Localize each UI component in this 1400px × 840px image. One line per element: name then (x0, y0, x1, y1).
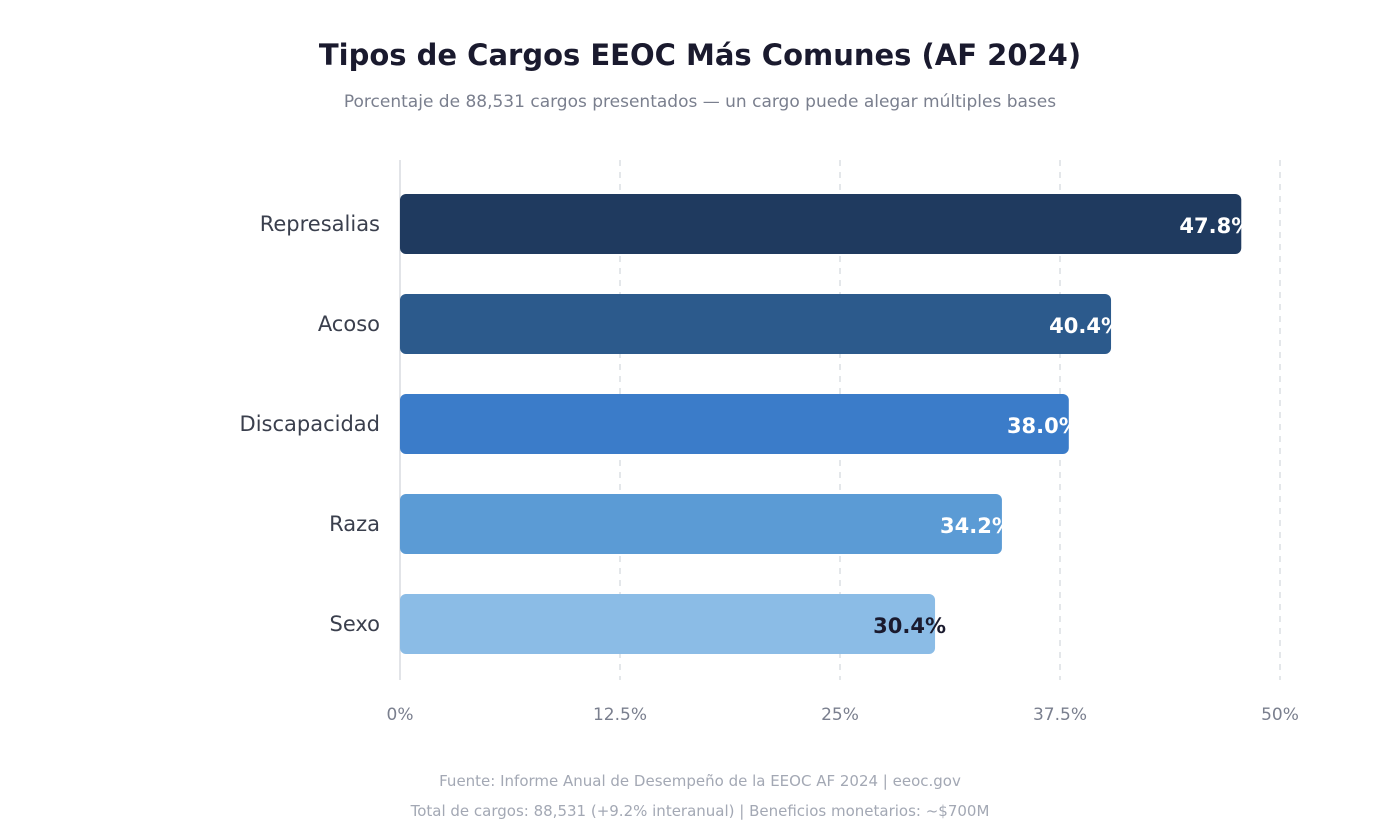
bar-sexo (400, 594, 936, 654)
chart-subtitle: Porcentaje de 88,531 cargos presentados … (343, 92, 1057, 112)
category-label: Sexo (329, 612, 380, 636)
data-label: 34.2% (940, 514, 1013, 538)
x-tick-label: 37.5% (1033, 705, 1087, 725)
bar-acoso (400, 294, 1112, 354)
x-tick-label: 12.5% (593, 705, 647, 725)
x-tick-label: 50% (1261, 705, 1299, 725)
data-label: 38.0% (1007, 414, 1080, 438)
data-label: 40.4% (1049, 314, 1122, 338)
footer-source: Fuente: Informe Anual de Desempeño de la… (439, 772, 961, 790)
data-label: 30.4% (873, 614, 946, 638)
footer-totals: Total de cargos: 88,531 (+9.2% interanua… (410, 802, 990, 820)
category-label: Discapacidad (240, 412, 380, 436)
bar-raza (400, 494, 1002, 554)
chart-title: Tipos de Cargos EEOC Más Comunes (AF 202… (318, 38, 1082, 72)
category-label: Represalias (260, 212, 380, 236)
data-label: 47.8% (1179, 214, 1252, 238)
category-label: Raza (329, 512, 380, 536)
bar-represalias (400, 194, 1242, 254)
x-tick-label: 25% (821, 705, 859, 725)
bar-discapacidad (400, 394, 1069, 454)
category-label: Acoso (318, 312, 380, 336)
x-tick-label: 0% (387, 705, 414, 725)
